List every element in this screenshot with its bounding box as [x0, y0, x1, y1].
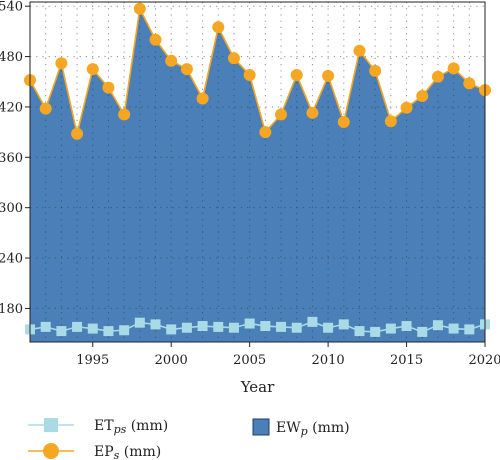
- y-tick-label: 240: [0, 252, 23, 267]
- point-etps: [323, 322, 334, 333]
- point-eps: [55, 57, 68, 70]
- point-eps: [431, 70, 444, 83]
- point-etps: [150, 319, 161, 330]
- point-etps: [432, 320, 443, 331]
- point-eps: [243, 69, 256, 82]
- point-etps: [338, 319, 349, 330]
- point-eps: [180, 63, 193, 76]
- x-tick-label: 1995: [76, 353, 109, 368]
- point-etps: [260, 321, 271, 332]
- point-eps: [290, 69, 303, 82]
- point-etps: [166, 324, 177, 335]
- point-eps: [118, 108, 131, 121]
- point-eps: [227, 52, 240, 65]
- point-eps: [39, 102, 52, 115]
- point-eps: [275, 108, 288, 121]
- point-eps: [447, 62, 460, 75]
- x-tick-label: 2020: [468, 353, 500, 368]
- point-etps: [448, 323, 459, 334]
- point-eps: [259, 126, 272, 139]
- point-eps: [384, 115, 397, 128]
- legend-marker-eps: [43, 443, 59, 459]
- y-tick-label: 420: [0, 100, 23, 115]
- point-etps: [119, 325, 130, 336]
- point-eps: [463, 77, 476, 90]
- point-eps: [337, 116, 350, 129]
- area-layer: [30, 8, 485, 342]
- point-etps: [401, 321, 412, 332]
- point-etps: [244, 318, 255, 329]
- x-tick-label: 2005: [233, 353, 266, 368]
- point-etps: [385, 323, 396, 334]
- x-axis-title: Year: [240, 378, 275, 396]
- point-eps: [322, 69, 335, 82]
- point-etps: [291, 322, 302, 333]
- point-etps: [417, 326, 428, 337]
- legend-marker-ewp: [252, 418, 270, 436]
- point-eps: [102, 81, 115, 94]
- point-eps: [400, 101, 413, 114]
- y-tick-label: 360: [0, 151, 23, 166]
- legend-label-eps: EPs (mm): [94, 444, 161, 460]
- legend-marker-etps: [44, 418, 58, 432]
- x-tick-label: 2000: [155, 353, 188, 368]
- y-tick-label: 480: [0, 50, 23, 65]
- y-tick-label: 300: [0, 201, 23, 216]
- point-etps: [276, 321, 287, 332]
- point-etps: [370, 326, 381, 337]
- point-eps: [416, 90, 429, 103]
- point-etps: [228, 322, 239, 333]
- point-etps: [181, 322, 192, 333]
- legend-label-etps: ETps (mm): [94, 418, 168, 436]
- series-area-ewp: [30, 8, 485, 342]
- point-eps: [165, 54, 178, 67]
- point-eps: [86, 63, 99, 76]
- point-eps: [306, 106, 319, 119]
- plot-frame: [29, 1, 486, 343]
- point-etps: [197, 321, 208, 332]
- legend-label-ewp: EWp (mm): [276, 420, 350, 438]
- y-tick-label: 180: [0, 302, 23, 317]
- x-tick-label: 2010: [312, 353, 345, 368]
- axis-layer: 1995 2000 2005 2010 2015 2020 180 240 300 360 420 4…: [0, 0, 500, 368]
- point-eps: [71, 127, 84, 140]
- point-eps: [353, 44, 366, 57]
- point-eps: [369, 64, 382, 77]
- point-etps: [307, 316, 318, 327]
- point-etps: [354, 326, 365, 337]
- point-etps: [103, 326, 114, 337]
- y-tick-label: 540: [0, 0, 23, 15]
- point-etps: [40, 321, 51, 332]
- point-etps: [72, 321, 83, 332]
- point-eps: [133, 2, 146, 15]
- x-tick-label: 2015: [390, 353, 423, 368]
- point-etps: [213, 321, 224, 332]
- point-etps: [464, 324, 475, 335]
- point-etps: [87, 323, 98, 334]
- point-eps: [149, 33, 162, 46]
- point-eps: [212, 21, 225, 34]
- point-etps: [56, 326, 67, 337]
- legend: ETps (mm) EPs (mm) EWp (mm): [28, 418, 350, 460]
- point-eps: [196, 92, 209, 105]
- point-etps: [134, 317, 145, 328]
